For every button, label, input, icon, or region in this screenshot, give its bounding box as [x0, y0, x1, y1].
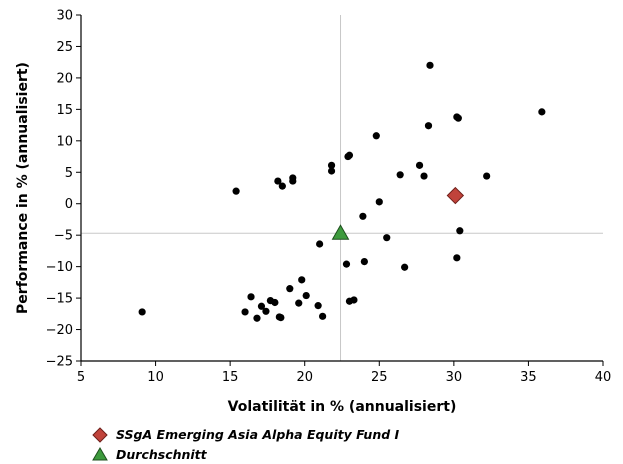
y-tick-label: 15: [56, 103, 73, 118]
y-tick-label: 0: [65, 197, 73, 212]
data-point: [278, 182, 286, 190]
legend-label-fund: SSgA Emerging Asia Alpha Equity Fund I: [116, 427, 400, 442]
data-point: [289, 177, 297, 185]
data-point: [350, 296, 358, 304]
data-points: [138, 61, 546, 322]
y-tick-label: 20: [56, 71, 73, 86]
fund-point: [446, 186, 465, 205]
data-point: [241, 308, 249, 316]
y-tick-label: −20: [46, 323, 73, 338]
data-point: [396, 171, 404, 179]
legend: SSgA Emerging Asia Alpha Equity Fund I D…: [92, 427, 400, 462]
x-tick-label: 25: [371, 370, 388, 385]
data-point: [538, 108, 546, 116]
x-tick-labels: 5 10 15 20 25 30 35 40: [77, 361, 611, 385]
data-point: [298, 276, 306, 284]
data-point: [415, 161, 424, 169]
data-point: [426, 61, 434, 69]
data-point: [253, 314, 261, 322]
chart-axes: [80, 15, 603, 362]
data-point: [257, 302, 266, 310]
y-tick-label: −10: [46, 260, 73, 275]
average-point: [331, 224, 350, 240]
data-point: [232, 187, 240, 195]
x-tick-label: 10: [147, 370, 164, 385]
y-tick-labels: 30 25 20 15 10 5 0 −5 −10 −15 −20 −25: [46, 9, 81, 370]
legend-item-average: Durchschnitt: [92, 447, 208, 462]
y-tick-label: −5: [54, 229, 73, 244]
data-point: [295, 299, 303, 307]
legend-label-average: Durchschnitt: [116, 447, 208, 462]
data-point: [271, 298, 279, 307]
crosshair-lines: [81, 15, 603, 361]
data-point: [319, 312, 327, 320]
x-tick-label: 35: [520, 370, 537, 385]
y-tick-label: −15: [46, 292, 73, 307]
x-axis-title: Volatilität in % (annualisiert): [228, 399, 457, 415]
data-point: [138, 308, 146, 316]
data-point: [372, 132, 380, 140]
x-tick-label: 20: [296, 370, 313, 385]
y-tick-label: 25: [56, 40, 73, 55]
data-point: [262, 307, 270, 315]
data-point: [420, 172, 428, 180]
legend-item-fund: SSgA Emerging Asia Alpha Equity Fund I: [92, 427, 400, 443]
data-point: [456, 227, 464, 235]
data-point: [247, 293, 255, 301]
data-point: [359, 212, 367, 220]
x-tick-label: 40: [595, 370, 612, 385]
y-tick-label: 5: [65, 166, 73, 181]
data-point: [286, 285, 294, 293]
y-tick-label: −25: [46, 355, 73, 370]
data-point: [314, 302, 322, 310]
y-tick-label: 10: [56, 134, 73, 149]
data-point: [424, 122, 433, 130]
data-point: [375, 198, 383, 206]
data-point: [483, 172, 491, 180]
x-tick-label: 5: [77, 370, 85, 385]
data-point: [327, 161, 336, 169]
x-tick-label: 15: [222, 370, 239, 385]
data-point: [342, 260, 351, 268]
red-diamond-icon: [92, 427, 108, 443]
data-point: [277, 313, 285, 322]
data-point: [454, 114, 462, 122]
data-point: [453, 254, 461, 262]
data-point: [345, 151, 354, 159]
data-point: [274, 177, 282, 185]
data-point: [316, 240, 324, 248]
data-point: [327, 167, 336, 175]
data-point: [383, 234, 391, 242]
x-tick-label: 30: [446, 370, 463, 385]
data-point: [302, 291, 310, 300]
y-tick-label: 30: [56, 9, 73, 24]
data-point: [360, 258, 368, 266]
y-axis-title: Performance in % (annualisiert): [15, 62, 31, 314]
green-triangle-icon: [92, 447, 108, 461]
data-point: [401, 263, 409, 271]
